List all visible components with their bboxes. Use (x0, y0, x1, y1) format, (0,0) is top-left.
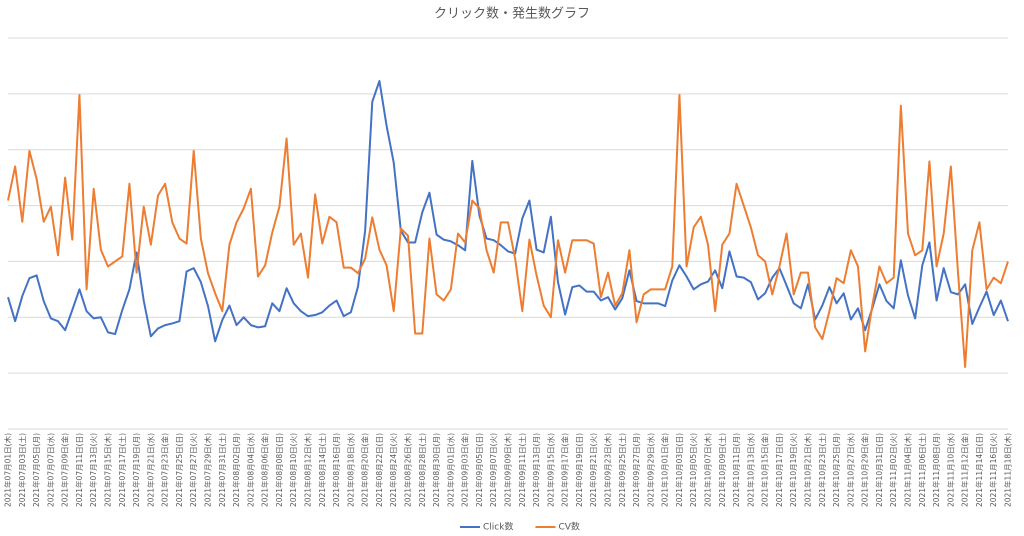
x-tick-label: 2021年10月15日(金) (760, 433, 770, 507)
x-tick-label: 2021年07月15日(木) (103, 433, 113, 507)
x-tick-label: 2021年08月12日(木) (303, 433, 313, 507)
x-tick-label: 2021年08月18日(水) (345, 433, 355, 507)
x-tick-label: 2021年07月13日(火) (88, 433, 98, 507)
x-tick-label: 2021年10月03日(日) (674, 433, 684, 507)
x-tick-label: 2021年07月11日(日) (74, 433, 84, 507)
x-tick-label: 2021年09月25日(土) (617, 433, 627, 507)
x-tick-label: 2021年09月11日(土) (517, 433, 527, 507)
x-tick-label: 2021年07月09日(金) (60, 433, 70, 507)
x-tick-label: 2021年08月16日(月) (331, 433, 341, 507)
x-tick-label: 2021年11月04日(木) (903, 433, 913, 507)
x-tick-label: 2021年10月27日(水) (845, 433, 855, 507)
x-tick-label: 2021年09月19日(日) (574, 433, 584, 507)
x-tick-label: 2021年11月08日(月) (931, 433, 941, 507)
x-tick-label: 2021年08月14日(土) (317, 433, 327, 507)
x-tick-label: 2021年10月17日(日) (774, 433, 784, 507)
x-tick-label: 2021年08月20日(金) (360, 433, 370, 507)
x-tick-label: 2021年07月29日(木) (203, 433, 213, 507)
x-tick-label: 2021年08月10日(火) (288, 433, 298, 507)
x-tick-label: 2021年11月14日(日) (974, 433, 984, 507)
x-tick-label: 2021年09月03日(金) (460, 433, 470, 507)
x-tick-label: 2021年08月24日(火) (388, 433, 398, 507)
x-tick-label: 2021年09月07日(火) (488, 433, 498, 507)
x-tick-label: 2021年07月27日(火) (188, 433, 198, 507)
x-tick-label: 2021年09月23日(木) (603, 433, 613, 507)
x-tick-label: 2021年07月07日(水) (45, 433, 55, 507)
x-tick-label: 2021年11月16日(火) (988, 433, 998, 507)
series-line (7, 80, 1009, 343)
x-tick-label: 2021年10月29日(金) (860, 433, 870, 507)
x-tick-label: 2021年07月31日(土) (217, 433, 227, 507)
x-tick-label: 2021年10月09日(土) (717, 433, 727, 507)
x-tick-label: 2021年09月21日(火) (588, 433, 598, 507)
x-tick-label: 2021年09月13日(月) (531, 433, 541, 507)
x-tick-label: 2021年07月23日(金) (160, 433, 170, 507)
legend-label: CV数 (558, 521, 579, 533)
x-tick-label: 2021年07月25日(日) (174, 433, 184, 507)
x-tick-label: 2021年07月17日(土) (117, 433, 127, 507)
x-tick-label: 2021年10月11日(月) (731, 433, 741, 507)
x-tick-label: 2021年10月19日(火) (788, 433, 798, 507)
x-tick-label: 2021年09月29日(水) (645, 433, 655, 507)
legend-label: Click数 (483, 521, 513, 533)
x-tick-label: 2021年09月17日(金) (560, 433, 570, 507)
x-tick-label: 2021年09月15日(水) (545, 433, 555, 507)
x-tick-label: 2021年07月01日(木) (3, 433, 13, 507)
x-tick-label: 2021年08月02日(月) (231, 433, 241, 507)
x-tick-label: 2021年10月13日(水) (745, 433, 755, 507)
x-tick-label: 2021年10月01日(金) (660, 433, 670, 507)
x-tick-label: 2021年08月28日(土) (417, 433, 427, 507)
x-tick-label: 2021年09月09日(木) (503, 433, 513, 507)
x-tick-label: 2021年11月02日(火) (888, 433, 898, 507)
x-tick-label: 2021年07月03日(土) (17, 433, 27, 507)
x-tick-label: 2021年10月05日(火) (688, 433, 698, 507)
x-tick-label: 2021年11月18日(木) (1003, 433, 1013, 507)
x-tick-label: 2021年10月25日(月) (831, 433, 841, 507)
series-line (7, 93, 1009, 368)
x-tick-label: 2021年07月21日(水) (145, 433, 155, 507)
x-tick-label: 2021年08月30日(月) (431, 433, 441, 507)
x-tick-label: 2021年08月04日(水) (245, 433, 255, 507)
x-tick-label: 2021年08月26日(木) (403, 433, 413, 507)
x-tick-label: 2021年08月22日(日) (374, 433, 384, 507)
x-tick-label: 2021年11月06日(土) (917, 433, 927, 507)
x-tick-label: 2021年11月10日(水) (945, 433, 955, 507)
x-tick-label: 2021年10月07日(木) (703, 433, 713, 507)
x-tick-label: 2021年07月05日(月) (31, 433, 41, 507)
x-tick-label: 2021年09月01日(水) (445, 433, 455, 507)
x-tick-label: 2021年07月19日(月) (131, 433, 141, 507)
x-tick-label: 2021年10月21日(木) (803, 433, 813, 507)
x-tick-label: 2021年11月12日(金) (960, 433, 970, 507)
x-tick-label: 2021年10月31日(日) (874, 433, 884, 507)
x-tick-label: 2021年10月23日(土) (817, 433, 827, 507)
x-tick-label: 2021年08月08日(日) (274, 433, 284, 507)
x-tick-label: 2021年09月27日(月) (631, 433, 641, 507)
x-tick-label: 2021年08月06日(金) (260, 433, 270, 507)
chart-title: クリック数・発生数グラフ (434, 7, 590, 22)
x-tick-label: 2021年09月05日(日) (474, 433, 484, 507)
